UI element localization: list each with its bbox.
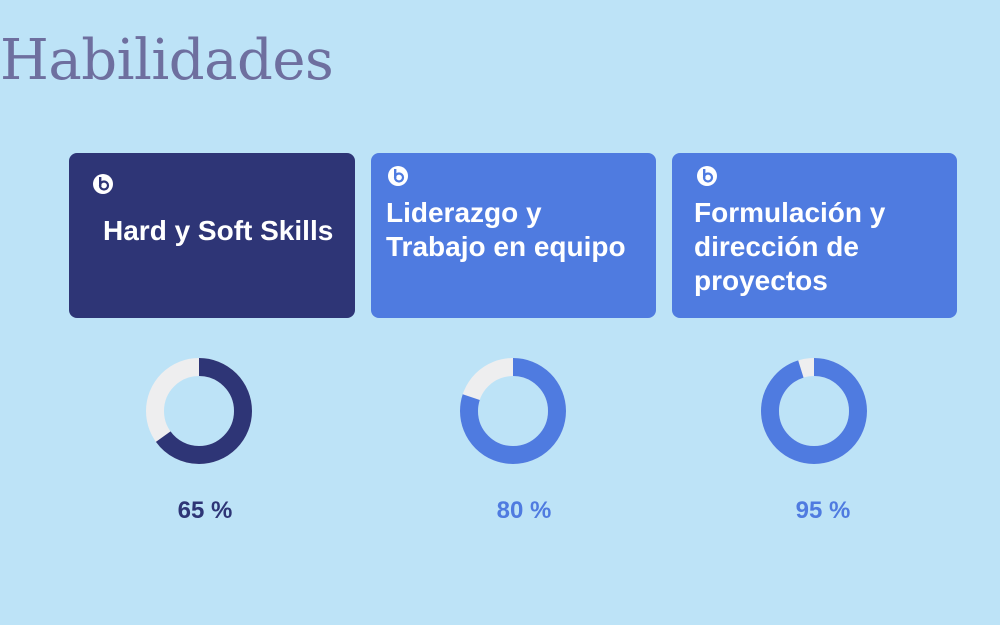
skill-card-label: Formulación y dirección de proyectos — [694, 197, 886, 296]
circle-logo-icon — [388, 166, 408, 186]
page-title: Habilidades — [0, 28, 334, 93]
skill-card-label: Liderazgo y Trabajo en equipo — [386, 197, 626, 262]
skill-percent-label: 65 % — [177, 497, 233, 524]
skill-donut-chart-3 — [761, 358, 867, 464]
skill-card-liderazgo: Liderazgo y Trabajo en equipo — [371, 153, 656, 318]
skill-card-hard-soft-skills: Hard y Soft Skills — [69, 153, 355, 318]
donut-progress-arc — [761, 358, 867, 464]
skill-donut-chart-2 — [460, 358, 566, 464]
donut-progress-arc — [146, 358, 252, 464]
circle-logo-icon — [697, 166, 717, 186]
skill-card-label: Hard y Soft Skills — [103, 215, 334, 246]
donut-progress-arc — [460, 358, 566, 464]
skill-percent-label: 95 % — [795, 497, 851, 524]
circle-logo-icon — [93, 174, 113, 194]
skill-percent-label: 80 % — [496, 497, 552, 524]
skill-card-formulacion: Formulación y dirección de proyectos — [672, 153, 957, 318]
skill-donut-chart-1 — [146, 358, 252, 464]
